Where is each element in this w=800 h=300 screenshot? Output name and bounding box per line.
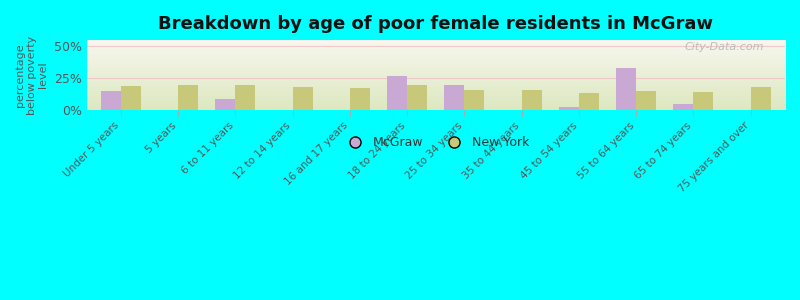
Bar: [101, 91, 121, 110]
Text: City-Data.com: City-Data.com: [685, 42, 764, 52]
Title: Breakdown by age of poor female residents in McGraw: Breakdown by age of poor female resident…: [158, 15, 714, 33]
Bar: [465, 90, 485, 110]
Bar: [235, 85, 255, 110]
Bar: [579, 93, 599, 110]
Bar: [293, 87, 313, 110]
Bar: [522, 90, 542, 110]
Bar: [444, 85, 465, 110]
Y-axis label: percentage
below poverty
level: percentage below poverty level: [15, 35, 48, 115]
Bar: [121, 86, 141, 110]
Bar: [215, 98, 235, 110]
Bar: [350, 88, 370, 110]
Bar: [559, 107, 579, 110]
Bar: [178, 85, 198, 110]
Bar: [694, 92, 714, 110]
Bar: [636, 91, 656, 110]
Bar: [407, 85, 427, 110]
Bar: [674, 103, 694, 110]
Bar: [750, 87, 770, 110]
Legend: McGraw, New York: McGraw, New York: [338, 131, 534, 154]
Bar: [387, 76, 407, 110]
Bar: [616, 68, 636, 110]
